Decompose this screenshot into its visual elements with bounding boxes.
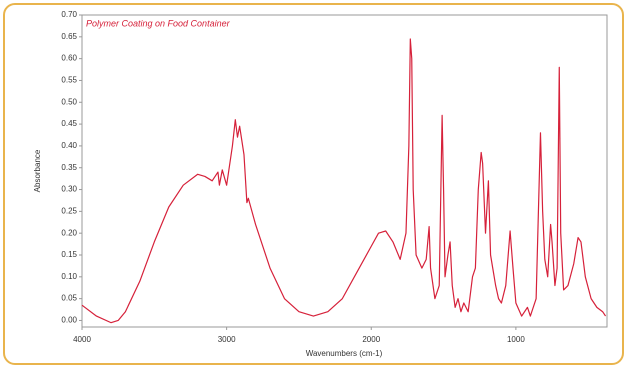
y-tick-label: 0.15 <box>61 250 77 259</box>
chart-title: Polymer Coating on Food Container <box>86 18 231 28</box>
plot-frame <box>81 14 608 328</box>
x-tick-label: 1000 <box>507 335 525 344</box>
x-tick-label: 4000 <box>73 335 91 344</box>
y-tick-label: 0.50 <box>61 97 77 106</box>
x-tick-label: 2000 <box>362 335 380 344</box>
y-tick-label: 0.35 <box>61 163 77 172</box>
y-tick-label: 0.55 <box>61 76 77 85</box>
y-tick-label: 0.25 <box>61 206 77 215</box>
spectrum-line <box>81 38 607 324</box>
y-axis-label: Absorbance <box>33 149 42 192</box>
y-tick-label: 0.10 <box>61 272 77 281</box>
x-axis-label: Wavenumbers (cm-1) <box>306 349 383 358</box>
y-tick-label: 0.60 <box>61 54 77 63</box>
y-tick-label: 0.05 <box>61 294 77 303</box>
x-tick-label: 3000 <box>218 335 236 344</box>
y-tick-label: 0.45 <box>61 119 77 128</box>
y-tick-label: 0.40 <box>61 141 77 150</box>
frame <box>3 3 624 365</box>
y-tick-label: 0.30 <box>61 185 77 194</box>
y-tick-label: 0.70 <box>61 10 77 19</box>
y-tick-label: 0.65 <box>61 32 77 41</box>
y-tick-label: 0.00 <box>61 316 77 325</box>
y-tick-label: 0.20 <box>61 228 77 237</box>
